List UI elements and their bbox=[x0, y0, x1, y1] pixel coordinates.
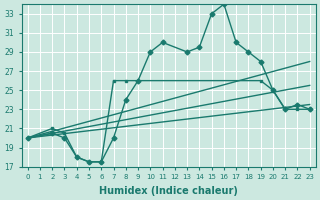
X-axis label: Humidex (Indice chaleur): Humidex (Indice chaleur) bbox=[99, 186, 238, 196]
